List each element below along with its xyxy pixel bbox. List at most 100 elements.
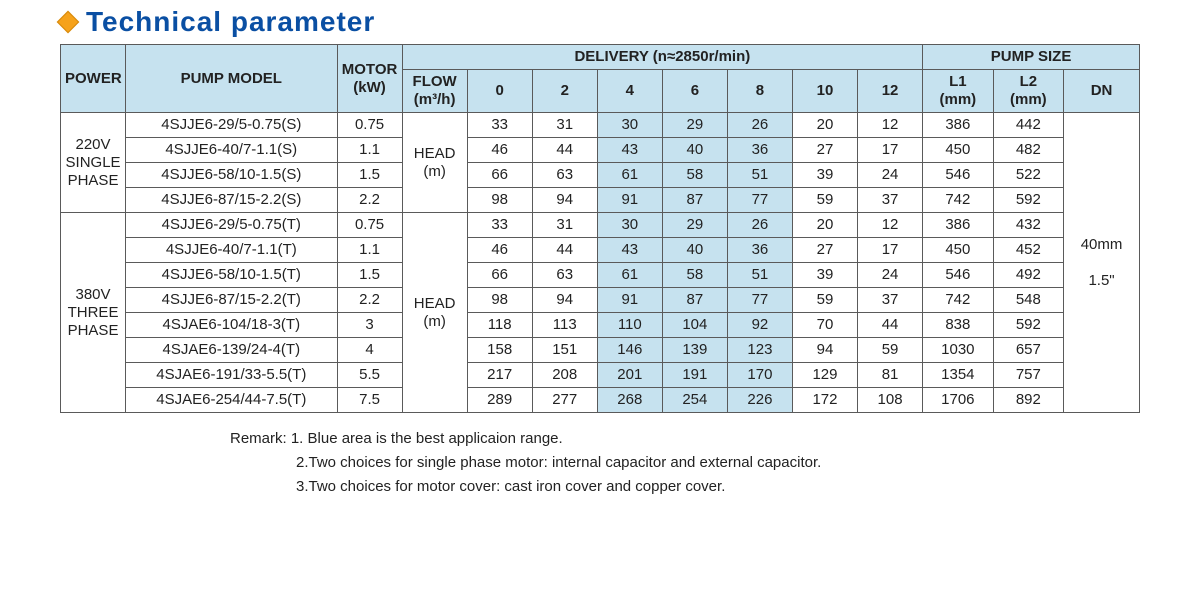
cell-model: 4SJJE6-87/15-2.2(T)	[126, 288, 337, 313]
cell-head: 43	[597, 138, 662, 163]
col-pump-size: PUMP SIZE	[923, 45, 1140, 70]
cell-kw: 0.75	[337, 213, 402, 238]
table-row: 4SJAE6-104/18-3(T)3118113110104927044838…	[61, 313, 1140, 338]
cell-head: 94	[532, 188, 597, 213]
cell-head: 172	[792, 388, 857, 413]
table-row: 4SJJE6-58/10-1.5(S)1.5666361585139245465…	[61, 163, 1140, 188]
cell-head: 61	[597, 163, 662, 188]
col-flow-0: 0	[467, 70, 532, 113]
cell-head: 27	[792, 138, 857, 163]
cell-l1: 742	[923, 288, 993, 313]
cell-head: 91	[597, 188, 662, 213]
section-title: Technical parameter	[86, 6, 375, 38]
cell-model: 4SJJE6-29/5-0.75(T)	[126, 213, 337, 238]
cell-l2: 432	[993, 213, 1063, 238]
cell-head: 146	[597, 338, 662, 363]
cell-head: 31	[532, 213, 597, 238]
cell-head: 151	[532, 338, 597, 363]
table-row: 4SJAE6-254/44-7.5(T)7.528927726825422617…	[61, 388, 1140, 413]
cell-head: 30	[597, 113, 662, 138]
table-row: 4SJJE6-40/7-1.1(T)1.14644434036271745045…	[61, 238, 1140, 263]
cell-l2: 452	[993, 238, 1063, 263]
cell-kw: 2.2	[337, 288, 402, 313]
cell-head: 77	[727, 288, 792, 313]
cell-l2: 757	[993, 363, 1063, 388]
table-row: 220VSINGLEPHASE4SJJE6-29/5-0.75(S)0.75HE…	[61, 113, 1140, 138]
cell-head: 39	[792, 263, 857, 288]
table-row: 4SJJE6-87/15-2.2(S)2.2989491877759377425…	[61, 188, 1140, 213]
col-l2: L2(mm)	[993, 70, 1063, 113]
diamond-icon	[57, 11, 80, 34]
cell-head: 37	[858, 288, 923, 313]
col-delivery: DELIVERY (n≈2850r/min)	[402, 45, 923, 70]
col-dn: DN	[1064, 70, 1140, 113]
cell-head: 59	[792, 188, 857, 213]
cell-model: 4SJJE6-29/5-0.75(S)	[126, 113, 337, 138]
remark-line: 2.Two choices for single phase motor: in…	[296, 451, 1140, 475]
col-flow-2: 2	[532, 70, 597, 113]
cell-head: 37	[858, 188, 923, 213]
col-flow: FLOW(m³/h)	[402, 70, 467, 113]
cell-head: 158	[467, 338, 532, 363]
cell-head: 40	[662, 238, 727, 263]
cell-head: 44	[858, 313, 923, 338]
cell-head: 58	[662, 263, 727, 288]
cell-head: 12	[858, 113, 923, 138]
cell-head: 29	[662, 213, 727, 238]
cell-kw: 1.5	[337, 263, 402, 288]
cell-head: 98	[467, 188, 532, 213]
table-row: 380VTHREEPHASE4SJJE6-29/5-0.75(T)0.75HEA…	[61, 213, 1140, 238]
table-row: 4SJAE6-139/24-4(T)4158151146139123945910…	[61, 338, 1140, 363]
cell-head: 59	[792, 288, 857, 313]
cell-head: 51	[727, 263, 792, 288]
cell-dn: 40mm1.5"	[1064, 113, 1140, 413]
cell-model: 4SJAE6-139/24-4(T)	[126, 338, 337, 363]
head-label: HEAD(m)	[402, 213, 467, 413]
cell-head: 51	[727, 163, 792, 188]
cell-head: 31	[532, 113, 597, 138]
cell-kw: 1.5	[337, 163, 402, 188]
cell-head: 26	[727, 113, 792, 138]
cell-head: 66	[467, 263, 532, 288]
cell-l1: 450	[923, 238, 993, 263]
cell-head: 44	[532, 238, 597, 263]
cell-head: 170	[727, 363, 792, 388]
cell-l1: 546	[923, 263, 993, 288]
cell-l2: 592	[993, 313, 1063, 338]
col-flow-6: 6	[662, 70, 727, 113]
cell-model: 4SJAE6-254/44-7.5(T)	[126, 388, 337, 413]
cell-head: 33	[467, 113, 532, 138]
cell-l1: 386	[923, 213, 993, 238]
cell-model: 4SJAE6-191/33-5.5(T)	[126, 363, 337, 388]
col-flow-12: 12	[858, 70, 923, 113]
cell-head: 208	[532, 363, 597, 388]
cell-head: 91	[597, 288, 662, 313]
cell-l2: 657	[993, 338, 1063, 363]
cell-head: 46	[467, 138, 532, 163]
power-group: 220VSINGLEPHASE	[61, 113, 126, 213]
cell-head: 108	[858, 388, 923, 413]
col-flow-4: 4	[597, 70, 662, 113]
cell-head: 70	[792, 313, 857, 338]
cell-l1: 1706	[923, 388, 993, 413]
cell-l2: 522	[993, 163, 1063, 188]
cell-l2: 442	[993, 113, 1063, 138]
col-motor-kw: MOTOR(kW)	[337, 45, 402, 113]
table-row: 4SJJE6-40/7-1.1(S)1.14644434036271745048…	[61, 138, 1140, 163]
cell-head: 63	[532, 163, 597, 188]
cell-head: 58	[662, 163, 727, 188]
cell-head: 26	[727, 213, 792, 238]
cell-head: 289	[467, 388, 532, 413]
cell-head: 29	[662, 113, 727, 138]
cell-head: 36	[727, 238, 792, 263]
cell-l1: 450	[923, 138, 993, 163]
cell-l2: 482	[993, 138, 1063, 163]
cell-head: 129	[792, 363, 857, 388]
cell-head: 24	[858, 163, 923, 188]
cell-head: 217	[467, 363, 532, 388]
cell-head: 17	[858, 138, 923, 163]
col-flow-8: 8	[727, 70, 792, 113]
cell-head: 87	[662, 288, 727, 313]
cell-head: 63	[532, 263, 597, 288]
cell-kw: 7.5	[337, 388, 402, 413]
